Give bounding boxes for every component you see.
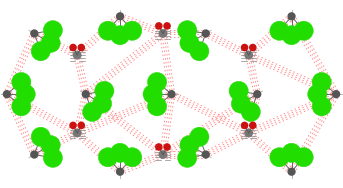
- Circle shape: [333, 91, 340, 98]
- Circle shape: [229, 81, 248, 101]
- Circle shape: [73, 129, 81, 137]
- Circle shape: [78, 44, 84, 51]
- Circle shape: [294, 148, 313, 167]
- Circle shape: [70, 44, 76, 51]
- Circle shape: [270, 21, 289, 40]
- Circle shape: [190, 42, 209, 61]
- Circle shape: [12, 97, 31, 116]
- Circle shape: [178, 20, 197, 40]
- Circle shape: [245, 129, 252, 137]
- Circle shape: [190, 127, 209, 146]
- Circle shape: [98, 21, 118, 40]
- Circle shape: [241, 102, 260, 121]
- Circle shape: [180, 136, 199, 155]
- Circle shape: [164, 23, 170, 29]
- Circle shape: [312, 97, 331, 116]
- Circle shape: [156, 23, 162, 29]
- Circle shape: [78, 122, 84, 128]
- Circle shape: [294, 21, 313, 40]
- Circle shape: [3, 91, 10, 98]
- Circle shape: [31, 30, 38, 37]
- Circle shape: [122, 21, 142, 40]
- Circle shape: [16, 85, 35, 104]
- Circle shape: [288, 13, 295, 20]
- Circle shape: [241, 122, 248, 128]
- Circle shape: [180, 33, 199, 52]
- Circle shape: [73, 51, 81, 59]
- Circle shape: [178, 148, 197, 168]
- Circle shape: [168, 91, 175, 98]
- Circle shape: [231, 94, 250, 113]
- Circle shape: [312, 72, 331, 92]
- Circle shape: [147, 72, 167, 92]
- Circle shape: [93, 94, 112, 113]
- Circle shape: [282, 26, 301, 45]
- Circle shape: [159, 30, 167, 37]
- Circle shape: [147, 97, 167, 116]
- Circle shape: [143, 85, 162, 104]
- Circle shape: [122, 148, 142, 167]
- Circle shape: [95, 81, 114, 101]
- Circle shape: [70, 122, 76, 128]
- Circle shape: [117, 168, 123, 175]
- Circle shape: [282, 143, 301, 162]
- Circle shape: [43, 148, 62, 168]
- Circle shape: [12, 72, 31, 92]
- Circle shape: [164, 144, 170, 150]
- Circle shape: [43, 20, 62, 40]
- Circle shape: [245, 51, 252, 59]
- Circle shape: [288, 168, 295, 175]
- Circle shape: [250, 44, 256, 51]
- Circle shape: [270, 148, 289, 167]
- Circle shape: [241, 44, 248, 51]
- Circle shape: [31, 151, 38, 158]
- Circle shape: [250, 122, 256, 128]
- Circle shape: [110, 143, 130, 162]
- Circle shape: [31, 127, 50, 146]
- Circle shape: [159, 151, 167, 158]
- Circle shape: [82, 91, 89, 98]
- Circle shape: [31, 42, 50, 61]
- Circle shape: [98, 148, 118, 167]
- Circle shape: [41, 136, 60, 155]
- Circle shape: [254, 91, 261, 98]
- Circle shape: [83, 102, 102, 121]
- Circle shape: [156, 144, 162, 150]
- Circle shape: [41, 33, 60, 52]
- Circle shape: [110, 26, 130, 45]
- Circle shape: [202, 151, 209, 158]
- Circle shape: [117, 13, 123, 20]
- Circle shape: [202, 30, 209, 37]
- Circle shape: [308, 85, 327, 104]
